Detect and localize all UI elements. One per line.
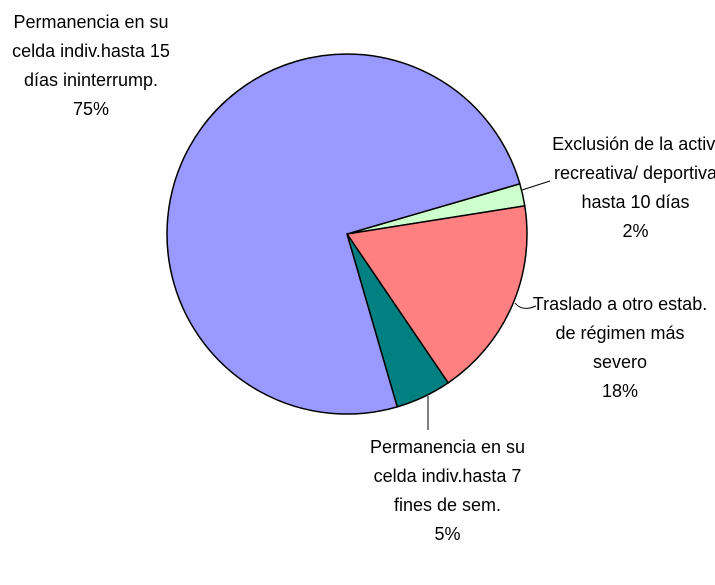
pie-slice	[166, 53, 521, 415]
percent-label: 75%	[72, 99, 110, 119]
slice-label: Permanencia en su celda indiv.hasta 7 fi…	[360, 433, 535, 549]
category-label: Exclusión de la activ. recreativa/ depor…	[552, 134, 715, 212]
percent-label: 2%	[622, 221, 649, 241]
percent-label: 18%	[601, 381, 639, 401]
category-label: Traslado a otro estab. de régimen más se…	[532, 294, 708, 372]
category-label: Permanencia en su celda indiv.hasta 7 fi…	[369, 437, 526, 515]
category-label: Permanencia en su celda indiv.hasta 15 d…	[12, 12, 170, 90]
leader-line	[514, 302, 537, 309]
slice-label: Exclusión de la activ. recreativa/ depor…	[548, 130, 715, 246]
leader-line	[521, 180, 551, 191]
slice-label: Permanencia en su celda indiv.hasta 15 d…	[0, 8, 182, 124]
slice-label: Traslado a otro estab. de régimen más se…	[530, 290, 710, 406]
percent-label: 5%	[434, 524, 461, 544]
pie-slice	[345, 204, 528, 384]
